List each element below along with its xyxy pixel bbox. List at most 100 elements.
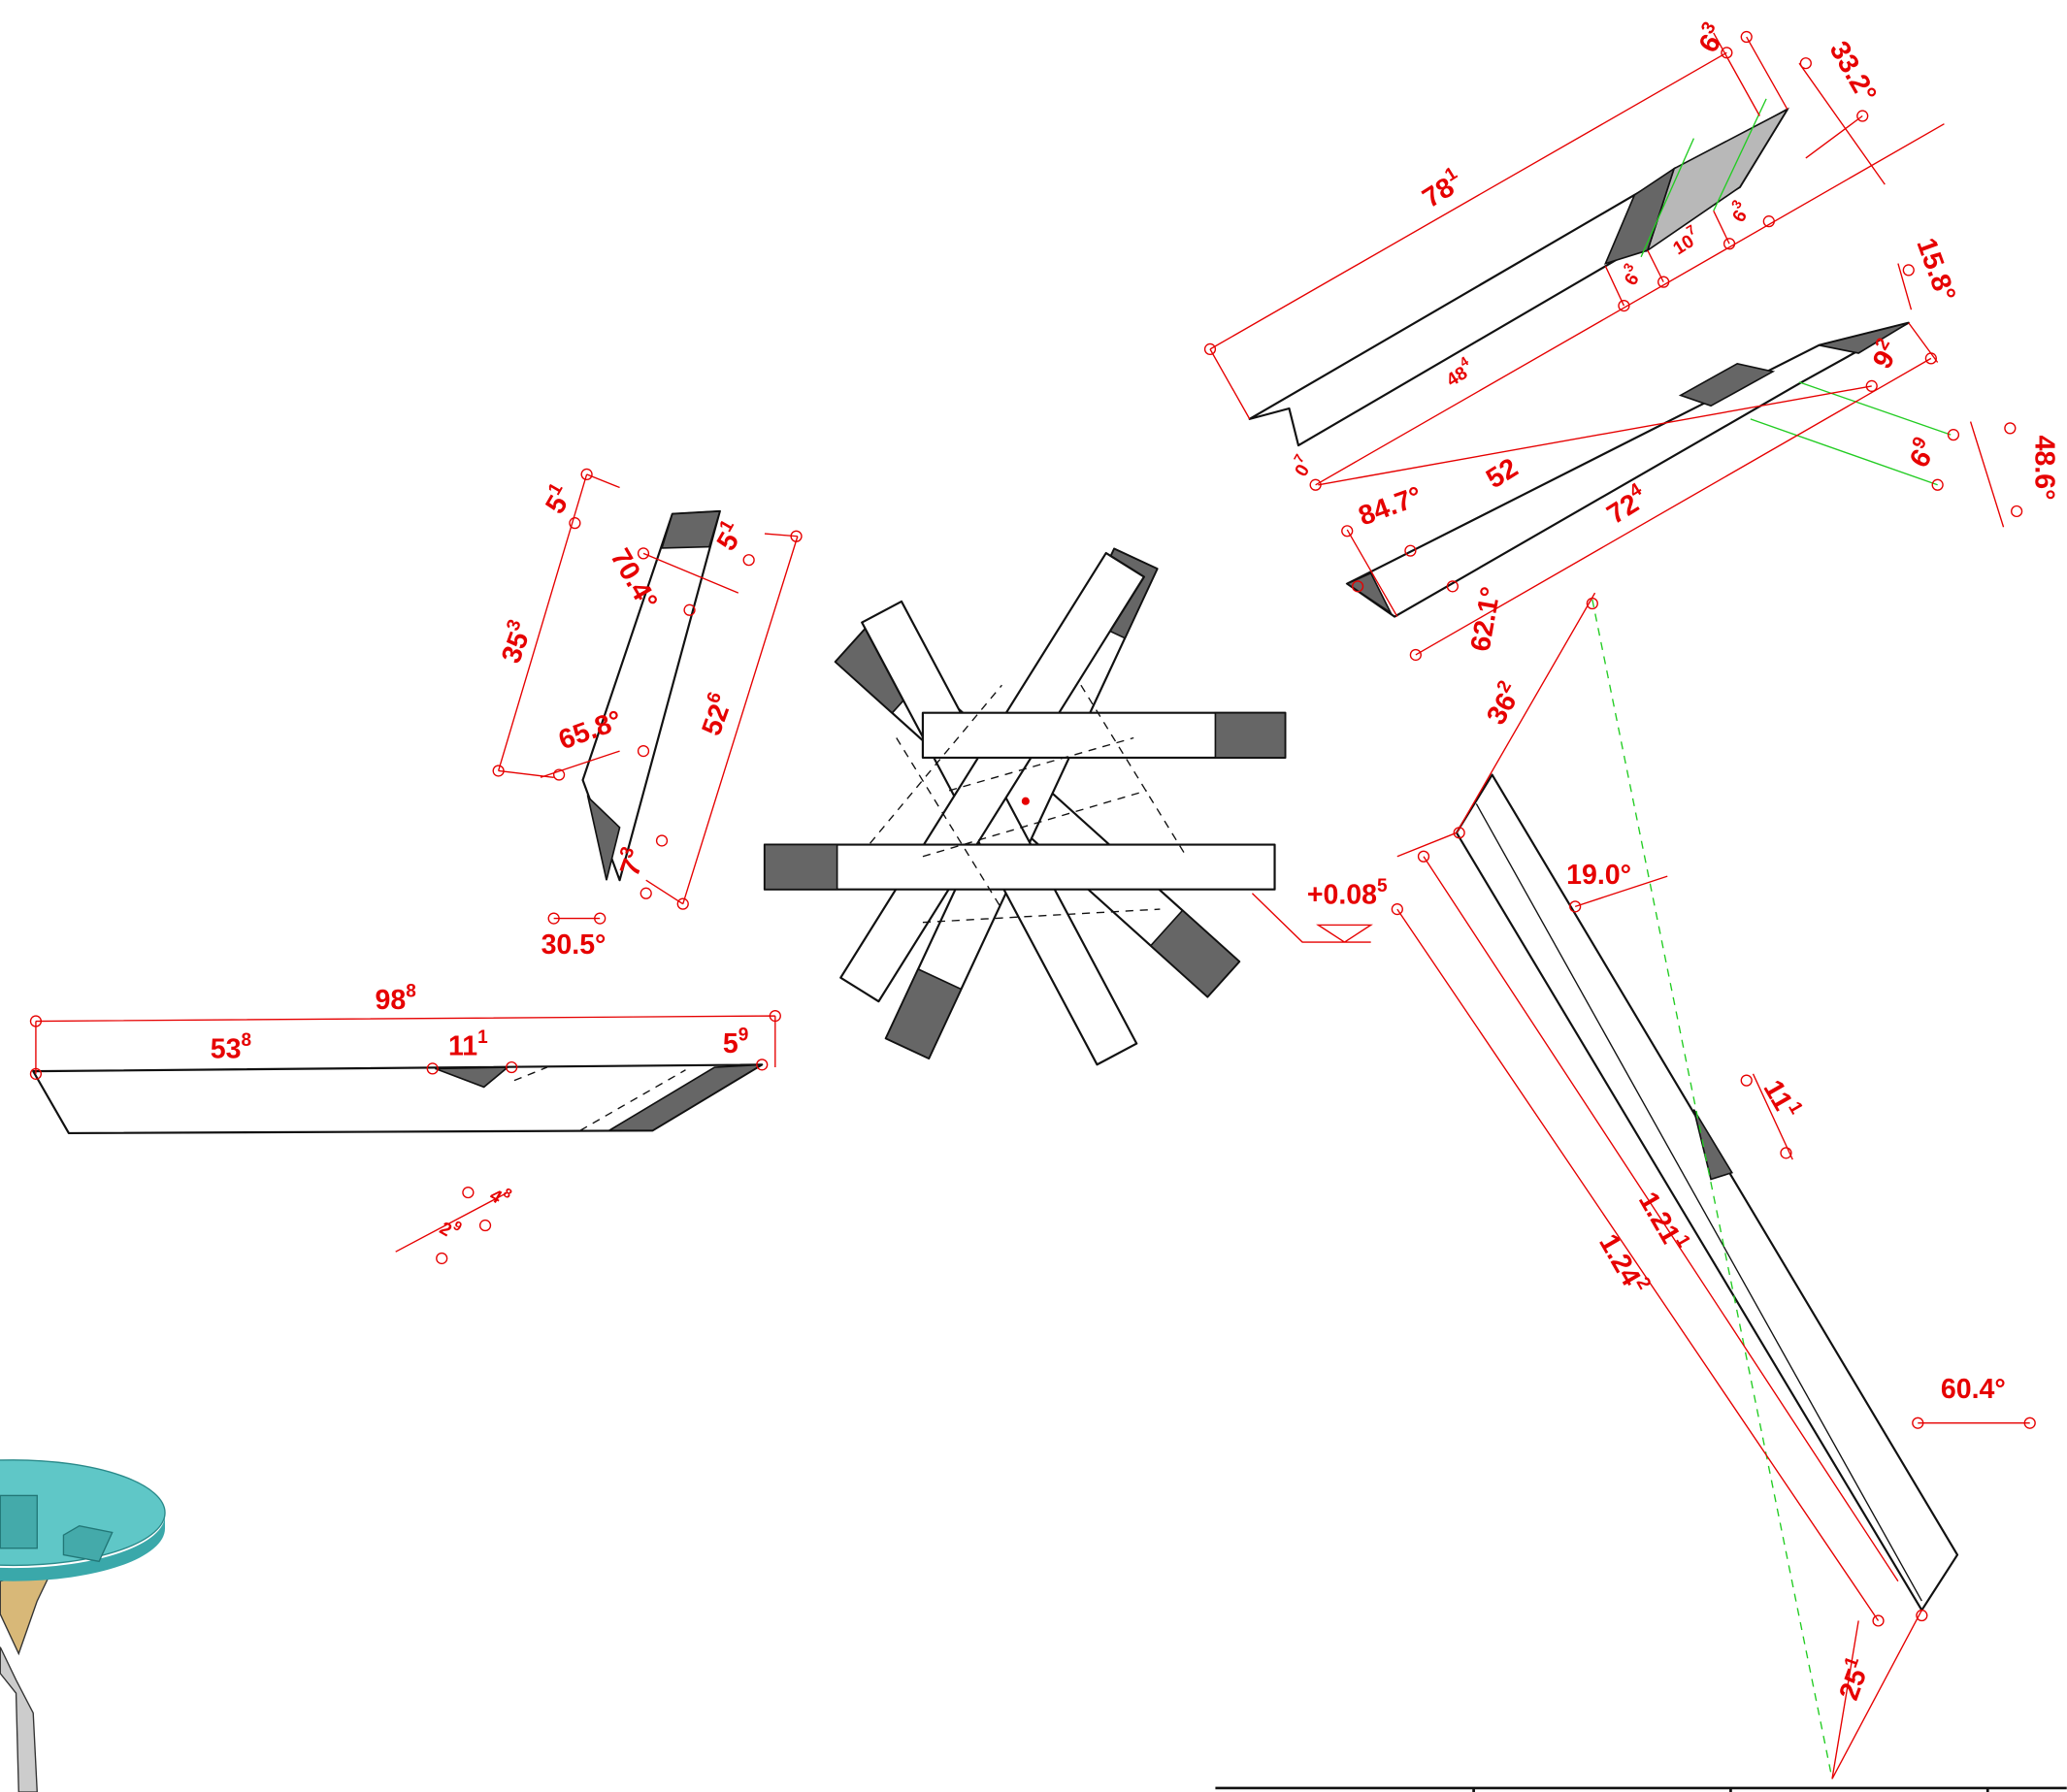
- dimension-label: 15.8°: [1911, 234, 1962, 306]
- dimension-label: 69: [1901, 434, 1944, 472]
- drawing-stroke: [1215, 1786, 2067, 1792]
- dimension-value: 35: [495, 628, 535, 668]
- dimension-label: 48: [486, 1180, 515, 1212]
- drawing-stroke: [435, 1066, 510, 1089]
- drawing-stroke: [1798, 381, 1952, 436]
- dimension-label: 73: [611, 844, 652, 880]
- drawing-stroke: [1640, 138, 1695, 258]
- dimension-point: [1865, 379, 1878, 393]
- drawing-stroke: [1345, 571, 1394, 615]
- dimension-superscript: 8: [241, 1030, 251, 1051]
- dimension-point: [1618, 299, 1630, 312]
- dimension-label: 111: [448, 1027, 488, 1061]
- dimension-value: 15.8°: [1911, 234, 1962, 306]
- dimension-point: [1856, 110, 1869, 122]
- drawing-stroke: [764, 843, 838, 891]
- beam-top: [1248, 98, 1790, 447]
- dimension-point: [1947, 429, 1960, 441]
- beam-bottom: [32, 1063, 764, 1135]
- table-frame: [1215, 1786, 2067, 1792]
- dimension-point: [1872, 1614, 1885, 1627]
- drawing-stroke: [1819, 321, 1910, 354]
- dimension-label: 63: [1615, 260, 1647, 289]
- dimension-superscript: 1: [477, 1027, 488, 1048]
- dimension-point: [1799, 57, 1812, 70]
- drawing-stroke: [1149, 909, 1241, 998]
- drawing-stroke: [0, 1567, 54, 1656]
- dimension-value: 84.7°: [1355, 480, 1427, 532]
- dimension-point: [547, 912, 560, 925]
- dimension-label: 48.6°: [2029, 436, 2060, 501]
- drawing-stroke: [0, 1459, 166, 1567]
- dimension-point: [2004, 422, 2017, 435]
- dimension-point: [1721, 47, 1733, 59]
- dimension-label: 63: [1723, 197, 1755, 226]
- drawing-stroke: [869, 684, 1188, 924]
- drawing-stroke: [1692, 1109, 1734, 1181]
- dimension-value: 11: [448, 1030, 477, 1061]
- dimension-point: [1453, 827, 1465, 839]
- drawing-stroke: [1678, 362, 1776, 407]
- drawing-stroke: [0, 1494, 38, 1549]
- beam-left: [581, 509, 721, 882]
- drawing-stroke: [513, 1066, 686, 1131]
- dimension-label: 62.1°: [1464, 584, 1506, 653]
- dimension-label: 251: [1830, 1653, 1877, 1704]
- dimension-label: 526: [693, 690, 738, 740]
- dimension-point: [1657, 276, 1670, 288]
- dimension-superscript: 5: [1377, 876, 1388, 896]
- dimension-label: 60.4°: [1941, 1373, 2006, 1404]
- dimension-point: [492, 765, 505, 777]
- dimension-point: [580, 468, 593, 481]
- beam-right: [1455, 592, 1959, 1779]
- dimension-value: 19.0°: [1566, 860, 1631, 891]
- dimension-point: [1404, 544, 1417, 557]
- dimension-point: [1931, 478, 1944, 491]
- drawing-stroke: [763, 843, 1276, 891]
- drawing-stroke: [0, 1646, 38, 1792]
- dimension-point: [1924, 352, 1937, 365]
- dimension-point: [506, 1060, 518, 1074]
- dimension-point: [594, 912, 607, 925]
- dimension-label: 84.7°: [1355, 480, 1427, 532]
- dimension-point: [1417, 850, 1430, 863]
- dimension-point: [1391, 902, 1403, 916]
- dimension-point: [683, 603, 696, 616]
- dimension-point: [1351, 580, 1364, 593]
- dimension-point: [1446, 580, 1459, 593]
- dimension-label: 07: [1286, 451, 1318, 480]
- dimension-point: [1309, 478, 1322, 491]
- dimension-point: [769, 1009, 781, 1023]
- dimension-value: 53: [211, 1033, 242, 1064]
- dimension-value: 5: [723, 1027, 738, 1059]
- drawing-stroke: [62, 1524, 114, 1563]
- dimension-label: 988: [376, 982, 416, 1016]
- dimension-value: 33.2°: [1823, 36, 1883, 108]
- beam-second: [1345, 321, 1952, 618]
- dimension-superscript: 8: [406, 982, 416, 1002]
- dimension-point: [790, 530, 803, 542]
- dimension-point: [640, 887, 652, 899]
- dimension-point: [1722, 238, 1736, 250]
- dimension-point: [1203, 342, 1217, 356]
- drawing-stroke: [1214, 711, 1287, 759]
- drawing-stroke: [35, 32, 2030, 1779]
- dimension-value: 62.1°: [1464, 584, 1506, 653]
- dimension-point: [1780, 1147, 1792, 1159]
- dimension-value: 30.5°: [541, 929, 607, 961]
- dimension-value: 25: [1833, 1665, 1873, 1705]
- drawing-stroke: [660, 510, 721, 549]
- dimension-superscript: 3: [1621, 260, 1637, 274]
- drawing-stroke: [0, 1515, 166, 1581]
- dimension-label: 19.0°: [1566, 860, 1631, 891]
- dimension-point: [436, 1252, 448, 1265]
- dimension-point: [1762, 215, 1775, 228]
- drawing-stroke: [1475, 803, 1922, 1602]
- drawing-stroke: [884, 967, 963, 1059]
- drawing-stroke: [1251, 893, 1373, 943]
- dimension-superscript: 9: [738, 1025, 749, 1045]
- dimension-value: 48.6°: [2029, 436, 2060, 501]
- dimension-point: [569, 517, 581, 530]
